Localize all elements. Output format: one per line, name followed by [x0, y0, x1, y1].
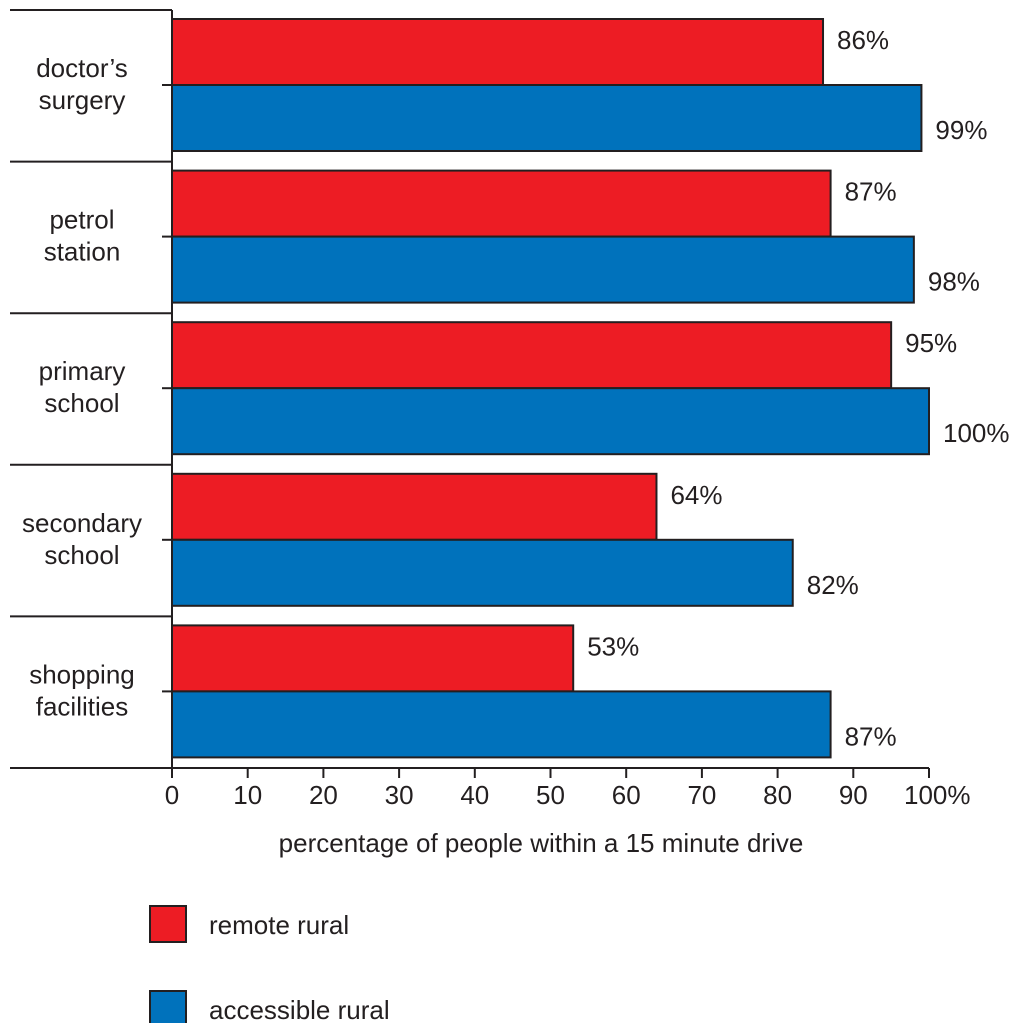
- legend-swatch-remote-rural: [149, 905, 187, 943]
- bar-remote-rural: [171, 472, 658, 541]
- x-tick-label: 50: [536, 780, 565, 810]
- axis-layer: [10, 9, 930, 778]
- x-tick-label: 90: [839, 780, 868, 810]
- category-label: secondary school: [22, 508, 142, 570]
- bar-remote-rural: [171, 321, 893, 390]
- data-label: 100%: [943, 418, 1010, 448]
- category-label: doctor’s surgery: [36, 53, 128, 115]
- bars-layer: [171, 18, 930, 759]
- data-label: 95%: [905, 328, 957, 358]
- data-label: 98%: [928, 267, 980, 297]
- legend-swatch-accessible-rural: [149, 990, 187, 1023]
- x-tick-label: 60: [612, 780, 641, 810]
- bar-accessible-rural: [171, 235, 915, 304]
- x-tick-label: 0: [165, 780, 179, 810]
- bar-accessible-rural: [171, 690, 832, 759]
- data-label: 87%: [845, 721, 897, 751]
- labels-layer: 86% 99% doctor’s surgery 87% 98% petrol station…: [22, 25, 1009, 810]
- data-label: 82%: [807, 570, 859, 600]
- x-tick-label: 10: [233, 780, 262, 810]
- data-label: 99%: [935, 115, 987, 145]
- data-label: 64%: [670, 480, 722, 510]
- legend-label-accessible-rural: accessible rural: [209, 995, 390, 1023]
- x-tick-label: 20: [309, 780, 338, 810]
- bar-accessible-rural: [171, 538, 794, 607]
- legend: remote rural accessible rural: [149, 905, 390, 1023]
- x-axis-title: percentage of people within a 15 minute …: [279, 828, 804, 858]
- data-label: 86%: [837, 25, 889, 55]
- bar-accessible-rural: [171, 84, 923, 152]
- x-tick-label: 70: [687, 780, 716, 810]
- x-tick-label: 30: [385, 780, 414, 810]
- bar-remote-rural: [171, 624, 575, 693]
- bar-remote-rural: [171, 169, 832, 238]
- bar-accessible-rural: [171, 387, 930, 456]
- data-label: 87%: [845, 177, 897, 207]
- category-label: primary school: [39, 356, 126, 418]
- x-tick-label: 100%: [904, 780, 971, 810]
- x-tick-label: 80: [763, 780, 792, 810]
- x-tick-label: 40: [460, 780, 489, 810]
- bar-remote-rural: [171, 18, 825, 86]
- category-label: petrol station: [44, 205, 121, 267]
- category-label: shopping facilities: [29, 659, 135, 721]
- legend-label-remote-rural: remote rural: [209, 910, 349, 940]
- data-label: 53%: [587, 631, 639, 661]
